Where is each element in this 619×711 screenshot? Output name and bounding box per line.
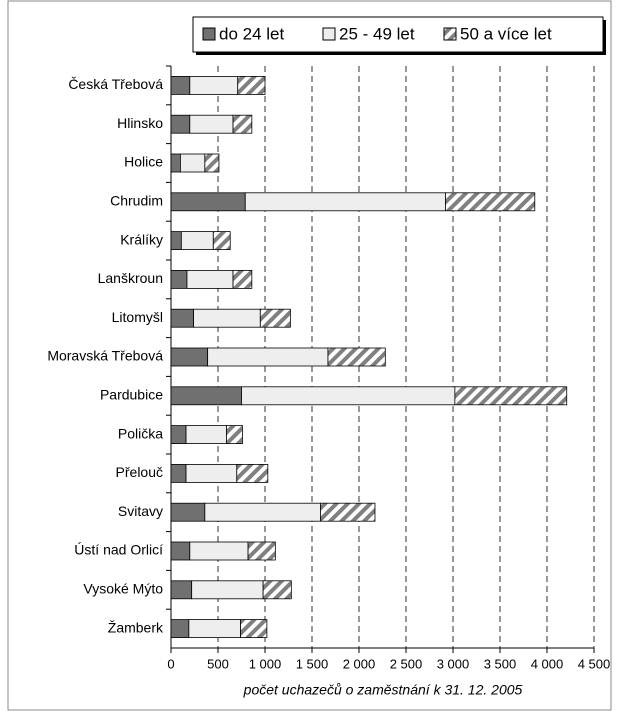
- y-tick-label: Žamberk: [108, 619, 164, 635]
- bar-segment: [170, 114, 191, 134]
- bar-segment: [237, 76, 266, 95]
- y-tick-label: Česká Třebová: [68, 76, 163, 92]
- bar-segment: [170, 425, 187, 445]
- bar-segment: [170, 619, 190, 638]
- legend-swatch: [202, 27, 216, 41]
- bar-segment: [179, 153, 206, 173]
- bar-segment: [180, 231, 214, 251]
- bar-segment: [170, 153, 181, 173]
- y-tick-label: Hlinsko: [117, 115, 163, 131]
- bar-segment: [327, 347, 386, 367]
- legend-swatch: [443, 27, 457, 41]
- bar-segment: [244, 192, 446, 212]
- bar-segment: [232, 114, 253, 134]
- y-tick-label: Pardubice: [100, 387, 163, 403]
- y-tick-label: Vysoké Mýto: [83, 581, 163, 597]
- x-tick-label: 2 000: [343, 656, 376, 671]
- y-tick-label: Ústí nad Orlicí: [74, 542, 163, 558]
- x-tick-label: 3 500: [484, 656, 517, 671]
- bar-segment: [189, 114, 234, 134]
- bar-segment: [262, 580, 292, 600]
- bar-segment: [454, 386, 568, 406]
- y-tick-label: Moravská Třebová: [47, 348, 163, 364]
- bar-segment: [207, 347, 329, 367]
- y-tick-label: Litomyšl: [112, 309, 163, 325]
- bar-segment: [170, 269, 188, 289]
- bar-segment: [170, 502, 206, 522]
- bar-segment: [212, 231, 231, 251]
- legend-swatch: [322, 27, 336, 41]
- y-tick-label: Lanškroun: [98, 270, 163, 286]
- y-tick-label: Holice: [124, 154, 163, 170]
- x-axis-label: počet uchazečů o zaměstnání k 31. 12. 20…: [243, 682, 523, 698]
- legend-label: 25 - 49 let: [339, 24, 415, 43]
- bar-segment: [185, 425, 227, 445]
- legend-label: 50 a více let: [460, 24, 552, 43]
- y-tick-label: Polička: [118, 425, 163, 441]
- bar-segment: [247, 541, 276, 561]
- x-tick-label: 2 500: [390, 656, 423, 671]
- bar-segment: [259, 308, 291, 328]
- bar-segment: [241, 386, 456, 406]
- y-tick-label: Chrudim: [110, 193, 163, 209]
- x-tick-label: 1 000: [249, 656, 282, 671]
- bar-segment: [240, 619, 268, 638]
- bar-segment: [170, 76, 191, 95]
- bar-segment: [191, 580, 264, 600]
- bar-segment: [204, 153, 220, 173]
- x-tick-label: 0: [167, 656, 174, 671]
- x-tick-label: 1 500: [296, 656, 329, 671]
- bar-segment: [193, 308, 261, 328]
- x-tick-label: 4 000: [531, 656, 564, 671]
- x-tick-label: 4 500: [578, 656, 611, 671]
- bar-segment: [170, 541, 191, 561]
- bar-segment: [189, 541, 249, 561]
- bar-segment: [232, 269, 253, 289]
- x-tick-label: 3 000: [437, 656, 470, 671]
- bar-segment: [204, 502, 321, 522]
- y-tick-label: Přelouč: [116, 464, 163, 480]
- bar-segment: [185, 463, 238, 483]
- legend-label: do 24 let: [219, 24, 284, 43]
- bar-segment: [170, 386, 242, 406]
- bar-segment: [170, 463, 187, 483]
- y-tick-label: Svitavy: [118, 503, 163, 519]
- bar-segment: [170, 308, 194, 328]
- bar-segment: [188, 619, 241, 638]
- bar-segment: [226, 425, 243, 445]
- bar-segment: [320, 502, 376, 522]
- x-tick-label: 500: [207, 656, 229, 671]
- legend-box: [192, 16, 604, 53]
- bar-segment: [170, 580, 193, 600]
- bar-segment: [236, 463, 269, 483]
- bar-segment: [170, 347, 209, 367]
- bar-segment: [170, 231, 182, 251]
- bar-segment: [170, 192, 246, 212]
- bar-segment: [186, 269, 234, 289]
- y-tick-label: Králíky: [120, 231, 163, 247]
- bar-segment: [445, 192, 536, 212]
- bar-segment: [189, 76, 239, 95]
